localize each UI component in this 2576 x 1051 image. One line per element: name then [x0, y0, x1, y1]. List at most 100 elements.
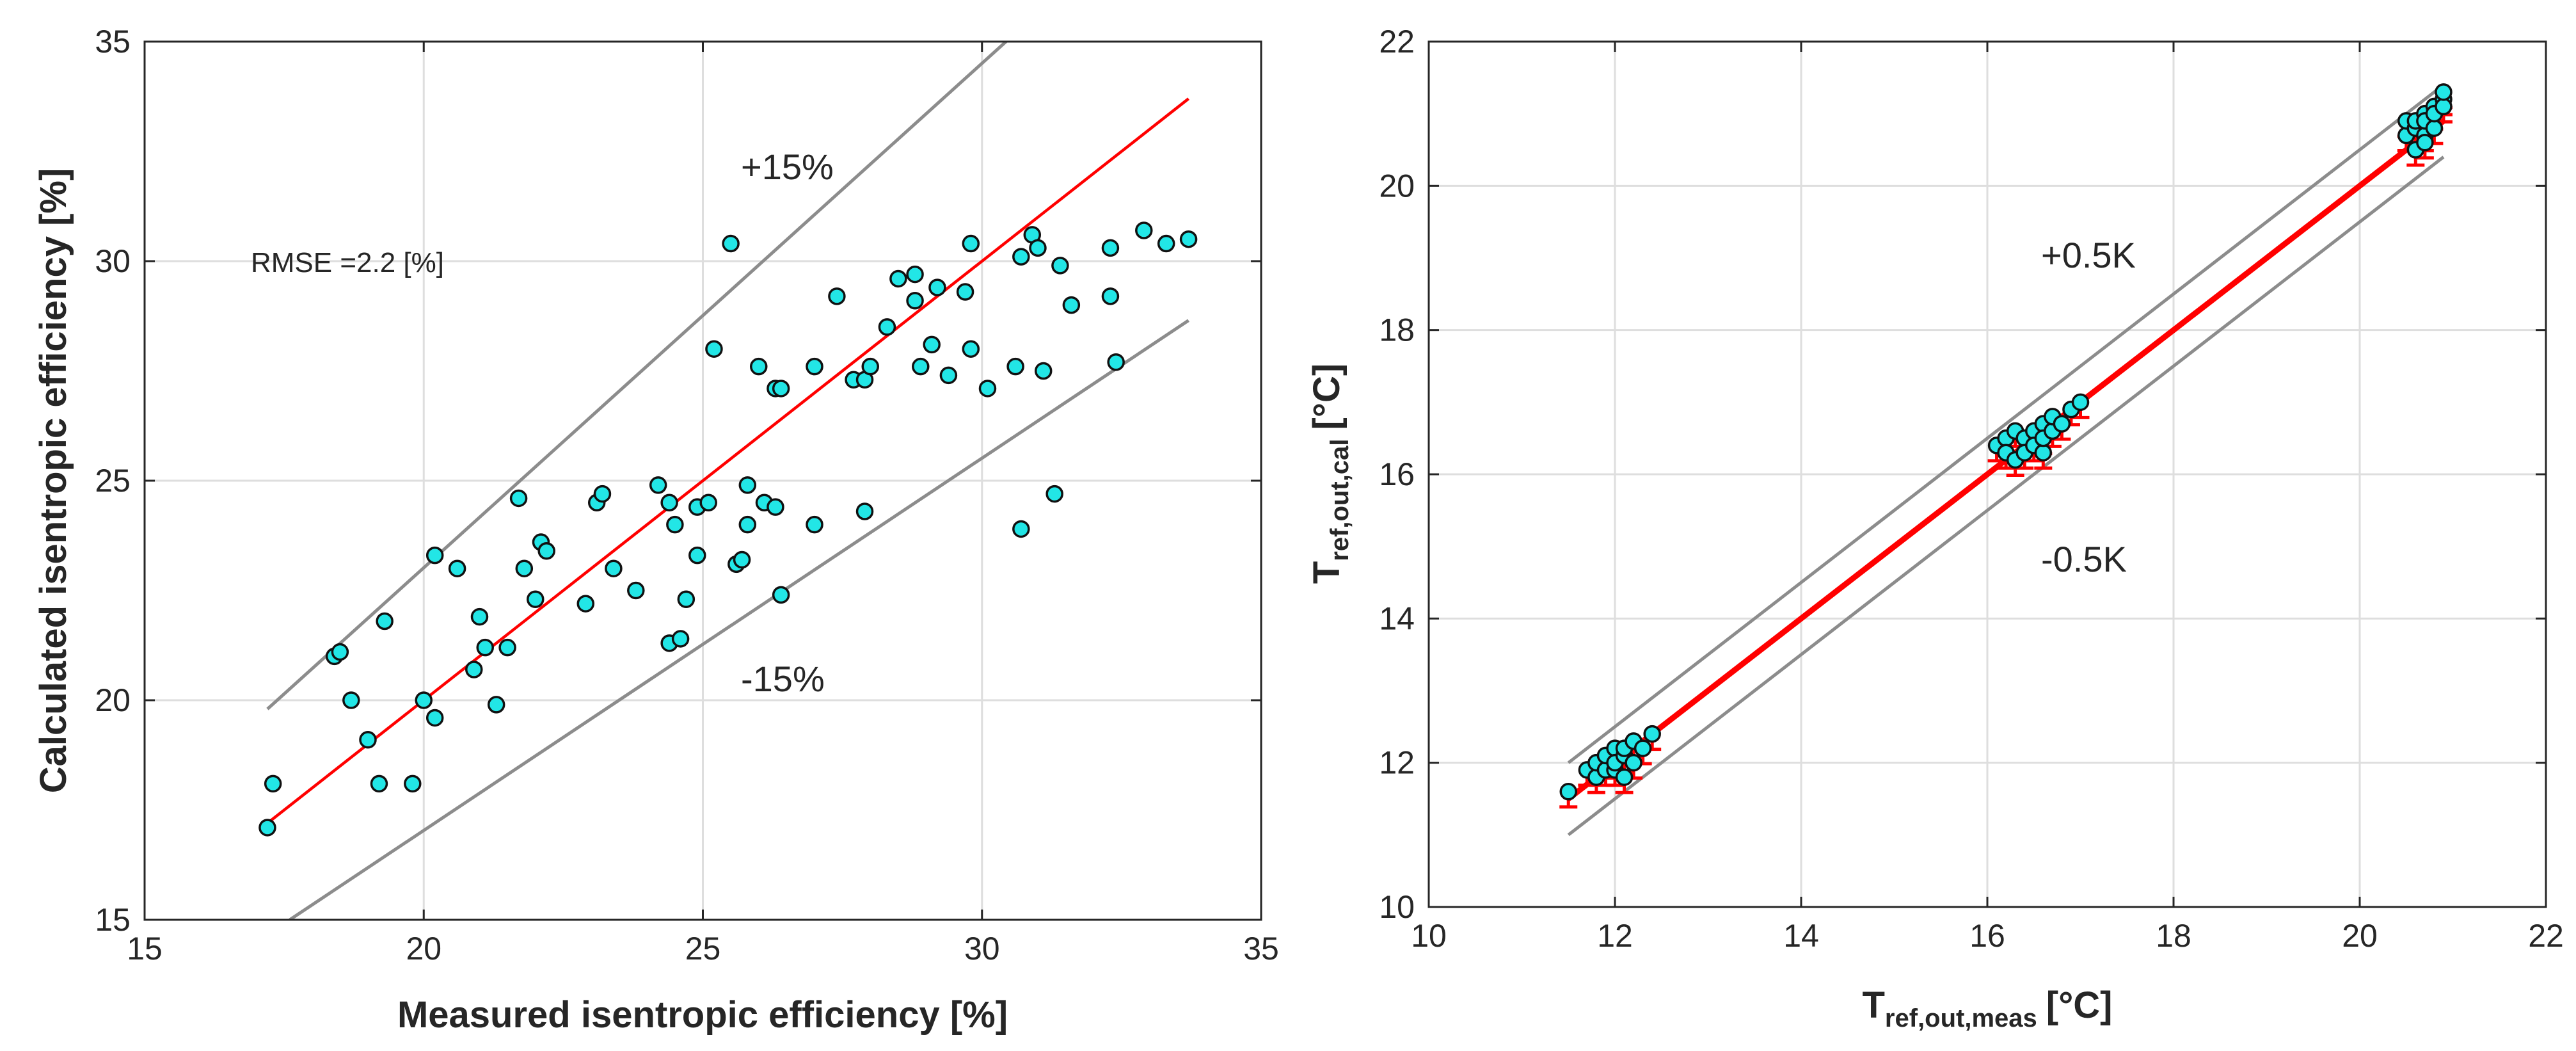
left-x-tick-label: 35 [1243, 931, 1279, 967]
right-lower-annotation: -0.5K [2041, 539, 2127, 579]
right-points [1559, 83, 2453, 801]
right-reference-line-upper [1567, 83, 2445, 764]
left-data-point [912, 357, 930, 376]
left-data-point [806, 515, 823, 534]
left-data-point [772, 380, 790, 397]
right-data-point [1559, 782, 1577, 801]
left-data-point [376, 612, 394, 630]
left-y-tick-label: 30 [95, 243, 131, 279]
left-x-axis-label: Measured isentropic efficiency [%] [397, 994, 1008, 1036]
left-data-point [515, 559, 534, 577]
left-upper-annotation: +15% [741, 147, 834, 187]
right-x-tick-label: 14 [1783, 918, 1819, 954]
left-data-point [677, 590, 696, 608]
left-data-point [956, 283, 974, 301]
left-data-point [671, 630, 690, 648]
left-data-point [627, 581, 645, 600]
left-data-point [666, 515, 684, 534]
right-y-label-unit: [°C] [1306, 364, 1348, 430]
left-points [258, 221, 1198, 837]
right-data-point [2435, 83, 2453, 101]
right-y-axis-label: Tref,out,cal [°C] [1306, 364, 1354, 584]
left-data-point [448, 559, 466, 577]
right-data-point [1634, 739, 1652, 757]
left-data-point [1051, 257, 1069, 275]
right-y-label-main: T [1306, 561, 1348, 584]
isentropic-efficiency-chart: 15 20 25 30 35 15 20 25 30 35 +15% -15% RMSE =2.2… [33, 24, 1279, 1036]
left-data-point [487, 696, 505, 714]
left-data-point [1157, 234, 1175, 253]
left-data-point [855, 502, 874, 520]
left-x-tick-label: 25 [685, 931, 721, 967]
left-data-point [688, 546, 706, 565]
right-upper-annotation: +0.5K [2041, 235, 2136, 275]
right-y-tick-label: 10 [1379, 889, 1415, 925]
right-x-label-unit: [°C] [2046, 984, 2113, 1026]
left-data-point [750, 357, 768, 376]
left-data-point [1135, 221, 1153, 239]
left-reference-line-lower [289, 319, 1189, 920]
right-x-tick-label: 16 [1969, 918, 2005, 954]
right-data-point [1625, 753, 1642, 772]
right-reference-line-lower [1567, 156, 2445, 837]
left-data-point [593, 485, 612, 503]
left-data-point [331, 643, 349, 661]
left-data-point [264, 774, 282, 793]
left-x-tick-label: 20 [406, 931, 441, 967]
right-data-point [2416, 133, 2434, 152]
left-data-point [1012, 520, 1030, 538]
left-data-point [537, 542, 555, 560]
left-data-point [906, 265, 924, 284]
left-data-point [465, 661, 483, 678]
left-data-point [649, 476, 667, 494]
left-data-point [476, 638, 494, 657]
left-data-point [359, 730, 377, 749]
left-data-point [370, 774, 388, 793]
left-data-point [1029, 239, 1047, 257]
rmse-annotation: RMSE =2.2 [%] [251, 247, 444, 278]
left-data-point [1046, 485, 1063, 503]
right-y-tick-label: 18 [1379, 312, 1415, 348]
left-data-point [939, 366, 958, 385]
left-data-point [767, 498, 784, 516]
right-reference-lines [1567, 83, 2445, 837]
left-data-point [906, 291, 924, 310]
right-x-label-sub: ref,out,meas [1885, 1004, 2037, 1032]
left-y-tick-label: 25 [95, 463, 131, 499]
right-x-tick-label: 18 [2156, 918, 2191, 954]
left-data-point [828, 287, 846, 305]
right-y-tick-label: 16 [1379, 456, 1415, 492]
left-y-tick-label: 15 [95, 902, 131, 938]
left-data-point [1101, 287, 1120, 305]
left-data-point [425, 709, 444, 727]
right-data-point [2053, 415, 2071, 433]
left-data-point [923, 335, 941, 354]
left-data-point [861, 357, 879, 376]
left-data-point [425, 546, 444, 565]
right-x-tick-label: 22 [2528, 918, 2564, 954]
left-data-point [527, 590, 545, 608]
left-data-point [962, 340, 980, 358]
left-y-tick-label: 35 [95, 24, 131, 60]
left-data-point [415, 691, 433, 709]
right-grid [1429, 42, 2546, 907]
left-data-point [978, 380, 997, 397]
outlet-temperature-chart: 10 12 14 16 18 20 22 10 12 14 16 18 20 22 +0.5K -0.5K… [1306, 24, 2564, 1032]
left-lower-annotation: -15% [741, 659, 825, 699]
left-data-point [1062, 296, 1081, 314]
left-data-point [738, 515, 757, 534]
left-x-tick-label: 15 [127, 931, 163, 967]
left-data-point [722, 234, 740, 253]
right-y-label-sub: ref,out,cal [1326, 439, 1354, 561]
right-data-point [2034, 444, 2053, 461]
right-data-point [1643, 725, 1661, 743]
right-x-tick-label: 10 [1411, 918, 1447, 954]
right-data-point [2071, 393, 2090, 412]
left-x-tick-label: 30 [964, 931, 1000, 967]
right-x-label-main: T [1862, 984, 1884, 1026]
left-data-point [1107, 353, 1125, 371]
left-data-point [1012, 248, 1030, 266]
left-data-point [258, 819, 276, 837]
left-data-point [962, 234, 980, 253]
